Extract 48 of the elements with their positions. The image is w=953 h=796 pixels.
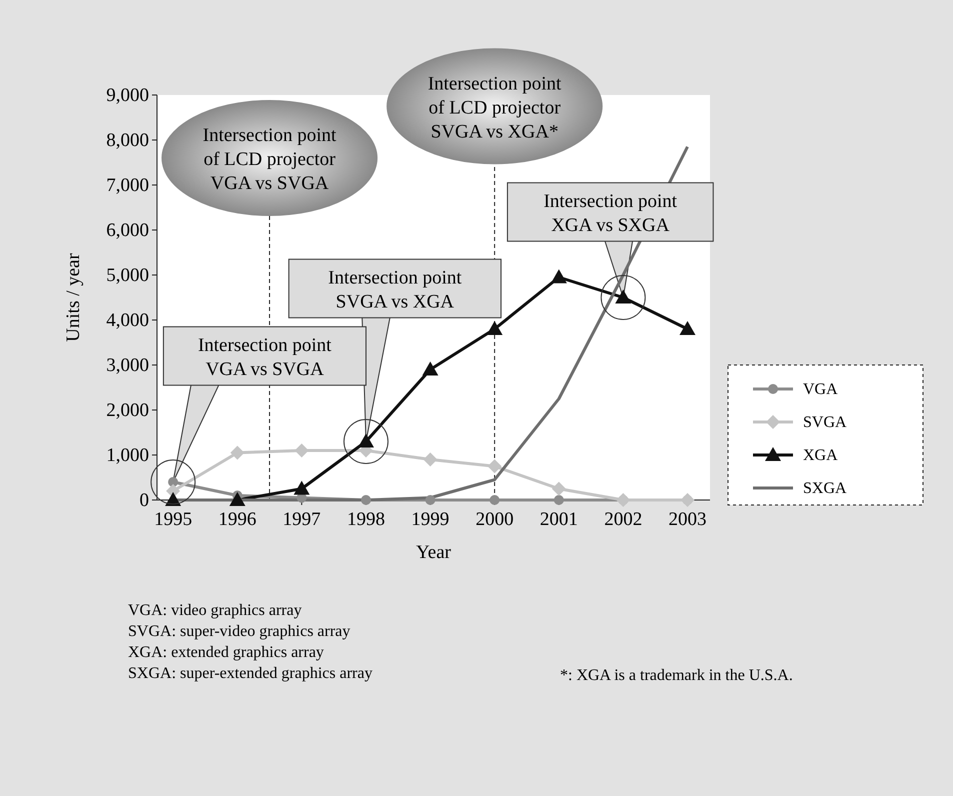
x-tick-label: 1996 bbox=[218, 509, 256, 530]
y-tick-label: 6,000 bbox=[106, 220, 149, 241]
y-tick-label: 1,000 bbox=[106, 445, 149, 466]
y-tick-label: 9,000 bbox=[106, 85, 149, 106]
text: *: XGA is a trademark in the U.S.A. bbox=[560, 667, 793, 684]
point bbox=[230, 446, 244, 460]
annotation: Intersection point XGA vs SXGA bbox=[544, 191, 678, 236]
point bbox=[550, 269, 567, 284]
legend-label: VGA bbox=[803, 381, 838, 398]
x-tick-label: 2003 bbox=[668, 509, 706, 530]
point bbox=[680, 493, 694, 507]
y-tick-label: 5,000 bbox=[106, 265, 149, 286]
y-tick-label: 0 bbox=[140, 490, 149, 511]
point bbox=[360, 495, 371, 505]
point bbox=[679, 321, 696, 335]
x-tick-label: 1995 bbox=[154, 509, 192, 530]
y-tick-label: 2,000 bbox=[106, 400, 149, 421]
legend-label: XGA bbox=[803, 447, 838, 464]
legend-label: SVGA bbox=[803, 414, 848, 431]
y-axis-title: Units / year bbox=[63, 252, 84, 342]
y-tick-label: 7,000 bbox=[106, 175, 149, 196]
point bbox=[229, 492, 246, 506]
x-tick-label: 1998 bbox=[346, 509, 385, 530]
y-tick-label: 4,000 bbox=[106, 310, 149, 331]
x-axis-title: Year bbox=[416, 542, 452, 563]
point bbox=[488, 459, 502, 474]
point bbox=[552, 482, 566, 496]
x-tick-label: 2002 bbox=[604, 509, 642, 530]
text: VGA: video graphics array SVGA: super-video graphics array XGA: extended graphics array SXGA: super-extended graphics array bbox=[128, 602, 372, 682]
x-tick-label: 2001 bbox=[540, 509, 578, 530]
point bbox=[423, 452, 438, 466]
x-tick-label: 1999 bbox=[411, 509, 450, 530]
point bbox=[294, 444, 309, 458]
x-tick-label: 1997 bbox=[282, 509, 321, 530]
annotation: Intersection point VGA vs SVGA bbox=[198, 335, 332, 380]
point bbox=[486, 321, 503, 335]
point bbox=[490, 495, 500, 505]
point bbox=[425, 495, 436, 505]
ref-line-label: Intersection point of LCD projector VGA vs SVGA bbox=[202, 125, 337, 194]
legend-label: SXGA bbox=[803, 480, 848, 497]
x-tick-label: 2000 bbox=[476, 509, 514, 530]
point bbox=[554, 495, 564, 505]
y-tick-label: 3,000 bbox=[106, 355, 149, 376]
ref-line-label: Intersection point of LCD projector SVGA vs XGA* bbox=[428, 73, 562, 142]
y-tick-label: 8,000 bbox=[106, 130, 149, 151]
annotation: Intersection point SVGA vs XGA bbox=[328, 268, 462, 312]
point bbox=[294, 480, 310, 495]
point bbox=[422, 362, 438, 376]
